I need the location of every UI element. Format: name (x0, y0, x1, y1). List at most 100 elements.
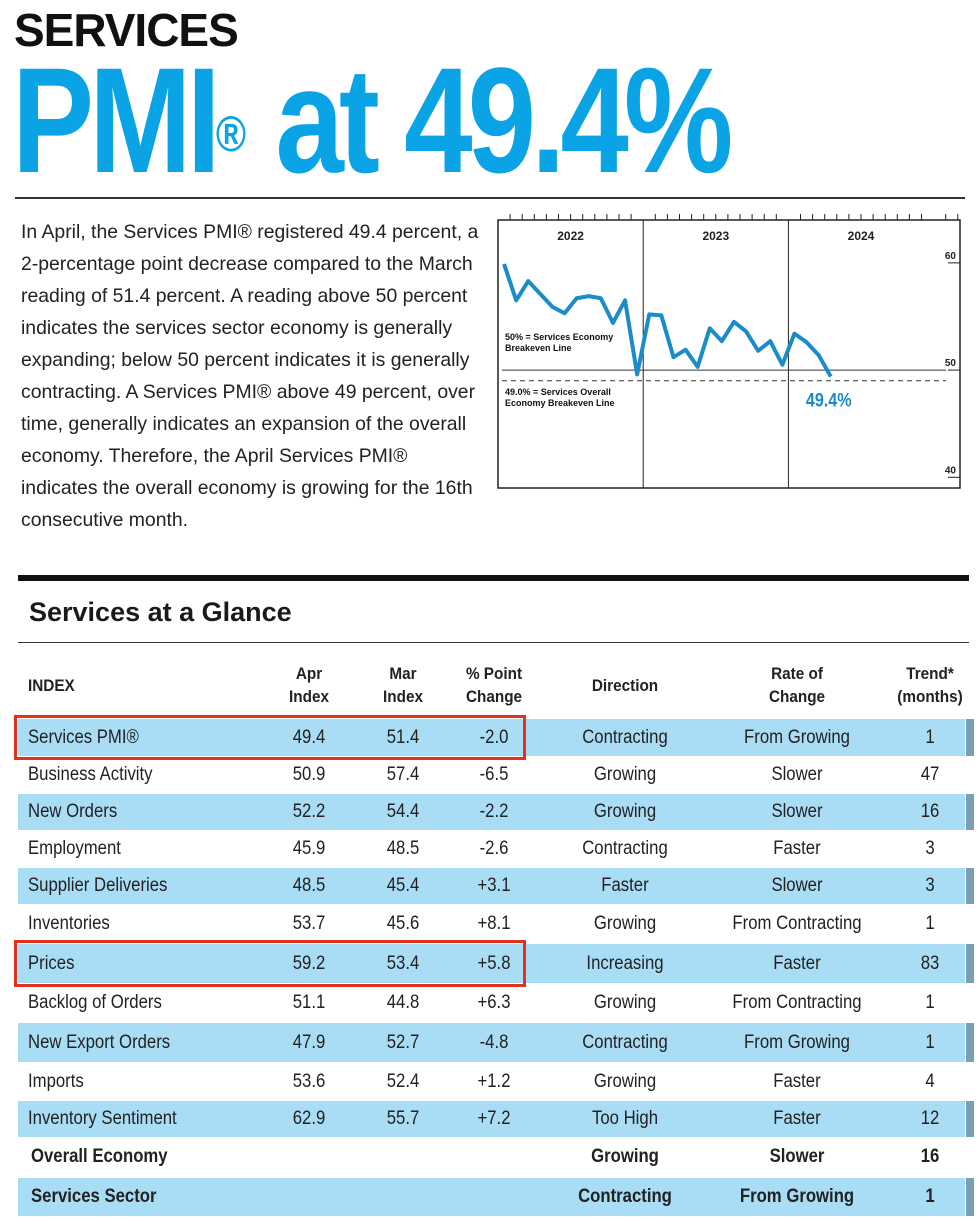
table-cell: Contracting (582, 1031, 668, 1053)
table-cell: From Contracting (732, 913, 862, 934)
table-cell: Faster (773, 838, 821, 859)
column-header-line: INDEX (28, 676, 75, 695)
row-edge (966, 1023, 974, 1062)
table-cell: Overall Economy (31, 1146, 168, 1167)
row-highlight (14, 715, 526, 760)
table-cell: Faster (773, 1108, 821, 1129)
chart-frame (497, 219, 961, 489)
table-cell: Contracting (578, 1186, 672, 1207)
table-cell: 54.4 (386, 801, 420, 822)
row-band (18, 944, 965, 983)
table-cell: +3.1 (477, 875, 511, 896)
table-cell: Faster (601, 875, 649, 896)
rule (18, 575, 969, 581)
row-edge (966, 1178, 974, 1216)
table-cell: -4.8 (479, 1031, 509, 1053)
table-cell: 53.6 (292, 1070, 326, 1092)
reference-label: 50% = Services Economy Breakeven Line (505, 332, 614, 354)
summary: In April, the Services PMI® registered 4… (21, 216, 961, 536)
table-cell: Too High (592, 1108, 658, 1129)
table-cell: -2.6 (479, 838, 509, 859)
table-cell: -6.5 (479, 764, 509, 785)
table-cell: New Orders (28, 801, 118, 822)
table-cell: Prices (28, 952, 75, 974)
table-cell: 1 (925, 1186, 935, 1207)
table-cell: From Growing (744, 1031, 850, 1053)
column-header-line: % Point (465, 664, 523, 683)
row-band (18, 719, 965, 756)
table-cell: 1 (925, 913, 935, 934)
column-header: Apr Index (255, 662, 363, 708)
column-header-line: Change (465, 687, 523, 706)
column-header: Rate of Change (743, 662, 851, 708)
table-cell: 57.4 (386, 764, 420, 785)
column-header: INDEX (28, 674, 75, 697)
column-header: Mar Index (349, 662, 457, 708)
table-cell: Slower (771, 764, 823, 785)
column-header-line: Change (768, 687, 826, 706)
chart: 2022 2023 2024 40 50 60 50% = Services Economy… (497, 214, 961, 489)
table-cell: Growing (593, 801, 657, 822)
table-cell: 44.8 (386, 992, 420, 1013)
x-tick-label: 2022 (557, 229, 584, 243)
table-cell: 48.5 (386, 838, 420, 859)
table-cell: +7.2 (477, 1108, 511, 1129)
summary-text: In April, the Services PMI® registered 4… (21, 221, 479, 531)
table-cell: Faster (773, 1070, 821, 1092)
table-cell: Slower (771, 801, 823, 822)
table-cell: -2.0 (479, 726, 509, 748)
column-header: Direction (571, 674, 679, 697)
table-cell: 55.7 (386, 1108, 420, 1129)
table-cell: Growing (593, 764, 657, 785)
table-cell: 45.9 (292, 838, 326, 859)
table-cell: 47 (920, 764, 940, 785)
table-cell: 50.9 (292, 764, 326, 785)
row-edge (966, 1101, 974, 1137)
table-cell: Growing (593, 1070, 657, 1092)
table-cell: -2.2 (479, 801, 509, 822)
table-cell: Slower (769, 1146, 825, 1167)
table-cell: 59.2 (292, 952, 326, 974)
table-cell: 48.5 (292, 875, 326, 896)
table-cell: Employment (28, 838, 121, 859)
column-header-line: Direction (591, 676, 659, 695)
table-cell: 12 (920, 1108, 940, 1129)
column-header: % Point Change (440, 662, 548, 708)
x-tick-label: 2023 (702, 229, 729, 243)
table-cell: 1 (925, 1031, 935, 1053)
table-cell: 83 (920, 952, 940, 974)
table-cell: 1 (925, 992, 935, 1013)
table-cell: 53.4 (386, 952, 420, 974)
table-cell: Services Sector (31, 1186, 157, 1207)
table-cell: From Growing (739, 1186, 855, 1207)
column-header: Trend* (months) (876, 662, 980, 708)
row-edge (966, 944, 974, 983)
table-cell: Growing (591, 1146, 659, 1167)
table-cell: 3 (925, 875, 935, 896)
headline-main: PMI (12, 36, 221, 204)
table-cell: Contracting (582, 726, 668, 748)
table-cell: 51.4 (386, 726, 420, 748)
column-header-line: Apr (295, 664, 323, 683)
table-cell: From Contracting (732, 992, 862, 1013)
table-cell: Supplier Deliveries (28, 875, 168, 896)
table-cell: 1 (925, 726, 935, 748)
data-label: 49.4% (806, 389, 852, 411)
table-cell: Business Activity (28, 764, 153, 785)
table-cell: 16 (920, 801, 940, 822)
row-band (18, 1178, 965, 1216)
table-cell: Slower (771, 875, 823, 896)
table-cell: Services PMI® (28, 726, 139, 748)
row-edge (966, 794, 974, 830)
table-cell: 16 (920, 1146, 940, 1167)
table-cell: Inventories (28, 913, 110, 934)
table-cell: Imports (28, 1070, 84, 1092)
table-cell: 3 (925, 838, 935, 859)
table-cell: Contracting (582, 838, 668, 859)
column-header-line: Mar (389, 664, 417, 683)
reference-label-box: 50% = Services Economy Breakeven Line (505, 332, 614, 354)
table-cell: +5.8 (477, 952, 511, 974)
table-cell: +8.1 (477, 913, 511, 934)
